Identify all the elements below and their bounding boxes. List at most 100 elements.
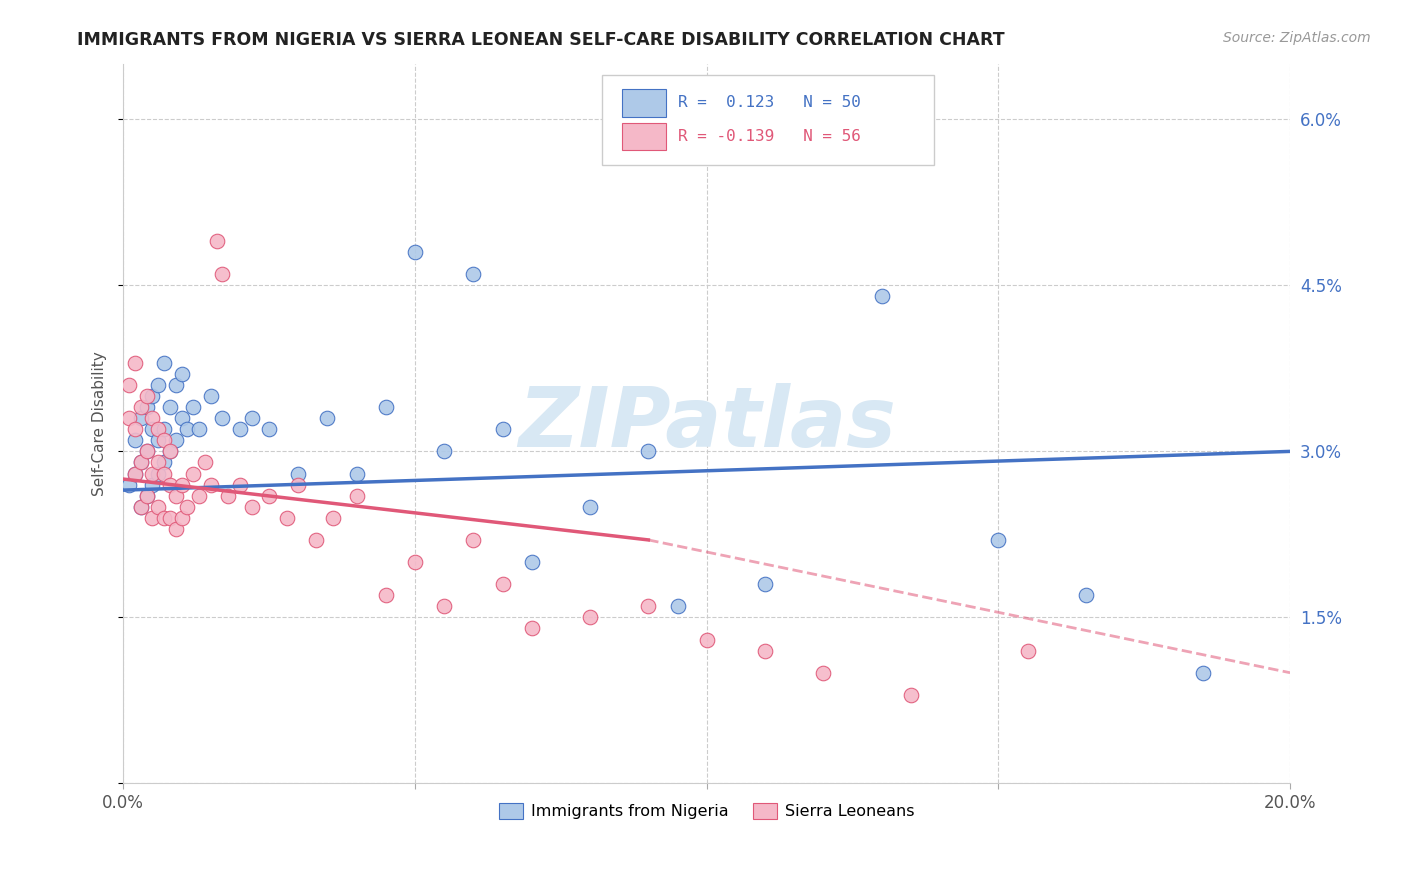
Point	[118, 477, 141, 491]
Point	[211, 268, 233, 282]
Point	[135, 444, 157, 458]
Point	[181, 467, 204, 481]
Point	[148, 434, 170, 448]
Point	[141, 389, 163, 403]
Point	[141, 467, 163, 481]
Point	[124, 467, 146, 481]
Point	[148, 378, 170, 392]
Point	[1017, 643, 1039, 657]
Point	[159, 400, 181, 414]
Point	[165, 522, 187, 536]
Point	[433, 599, 456, 614]
Point	[1191, 665, 1213, 680]
Point	[287, 467, 309, 481]
Point	[240, 411, 263, 425]
Point	[316, 411, 339, 425]
Point	[813, 665, 835, 680]
Point	[135, 489, 157, 503]
Point	[754, 643, 776, 657]
Point	[165, 434, 187, 448]
Point	[135, 444, 157, 458]
Point	[900, 688, 922, 702]
Point	[374, 400, 396, 414]
Point	[165, 489, 187, 503]
Point	[433, 444, 456, 458]
Point	[666, 599, 689, 614]
Point	[135, 389, 157, 403]
FancyBboxPatch shape	[602, 75, 934, 165]
Point	[129, 400, 152, 414]
Point	[637, 444, 659, 458]
Point	[240, 500, 263, 514]
Point	[165, 378, 187, 392]
Point	[118, 378, 141, 392]
Y-axis label: Self-Care Disability: Self-Care Disability	[93, 351, 107, 496]
Point	[987, 533, 1010, 547]
Legend: Immigrants from Nigeria, Sierra Leoneans: Immigrants from Nigeria, Sierra Leoneans	[494, 797, 921, 826]
Point	[124, 422, 146, 436]
Point	[346, 489, 368, 503]
Point	[257, 422, 280, 436]
Point	[322, 510, 344, 524]
Point	[159, 510, 181, 524]
Point	[491, 422, 513, 436]
Point	[159, 444, 181, 458]
Point	[124, 356, 146, 370]
Point	[170, 411, 193, 425]
Point	[124, 467, 146, 481]
Text: Source: ZipAtlas.com: Source: ZipAtlas.com	[1223, 31, 1371, 45]
Point	[141, 422, 163, 436]
Point	[153, 422, 176, 436]
Point	[124, 434, 146, 448]
Point	[637, 599, 659, 614]
Point	[463, 533, 485, 547]
Point	[148, 455, 170, 469]
Point	[170, 477, 193, 491]
Point	[170, 367, 193, 381]
Point	[118, 411, 141, 425]
Bar	[621, 123, 666, 151]
Point	[159, 477, 181, 491]
Point	[153, 434, 176, 448]
Point	[188, 489, 211, 503]
Point	[170, 510, 193, 524]
Point	[287, 477, 309, 491]
Point	[135, 400, 157, 414]
Point	[229, 422, 252, 436]
Point	[305, 533, 328, 547]
Point	[579, 500, 602, 514]
Point	[129, 411, 152, 425]
Point	[229, 477, 252, 491]
Point	[870, 289, 893, 303]
Point	[374, 588, 396, 602]
Point	[176, 422, 198, 436]
Point	[520, 555, 543, 569]
Point	[200, 389, 222, 403]
Point	[211, 411, 233, 425]
Bar	[621, 89, 666, 117]
Point	[200, 477, 222, 491]
Point	[404, 245, 426, 260]
Point	[346, 467, 368, 481]
Point	[463, 268, 485, 282]
Point	[153, 510, 176, 524]
Point	[194, 455, 217, 469]
Point	[153, 467, 176, 481]
Point	[217, 489, 239, 503]
Point	[129, 455, 152, 469]
Point	[148, 422, 170, 436]
Point	[205, 234, 228, 248]
Point	[148, 467, 170, 481]
Point	[129, 500, 152, 514]
Point	[153, 455, 176, 469]
Point	[153, 356, 176, 370]
Point	[520, 622, 543, 636]
Point	[276, 510, 298, 524]
Point	[176, 500, 198, 514]
Point	[129, 455, 152, 469]
Point	[129, 500, 152, 514]
Point	[181, 400, 204, 414]
Point	[135, 489, 157, 503]
Point	[188, 422, 211, 436]
Point	[141, 411, 163, 425]
